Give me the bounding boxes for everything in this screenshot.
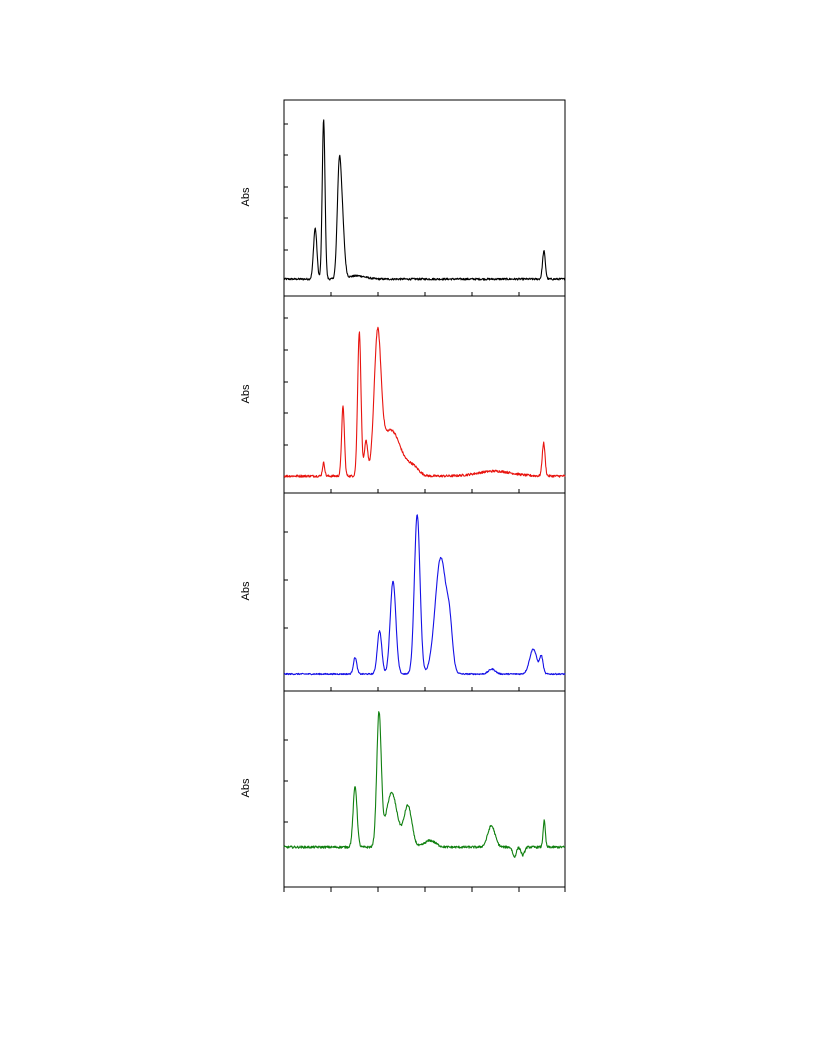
panel-frame	[283, 99, 566, 297]
panel-frame	[283, 690, 566, 888]
series-line-1	[283, 119, 566, 281]
chart-panel-3	[283, 492, 566, 692]
y-axis-title: Abs	[240, 384, 252, 403]
y-axis-title: Abs	[240, 778, 252, 798]
series-line-4	[283, 711, 566, 858]
series-line-2	[283, 326, 566, 478]
chart-panel-4	[283, 690, 566, 892]
panel-frame	[283, 492, 566, 692]
y-axis-title: Abs	[240, 581, 252, 601]
y-axis-title: Abs	[240, 187, 252, 207]
series-line-3	[283, 514, 566, 676]
chart-panel-2	[283, 295, 566, 494]
chart-panel-1	[283, 99, 566, 297]
panel-frame	[283, 295, 566, 494]
